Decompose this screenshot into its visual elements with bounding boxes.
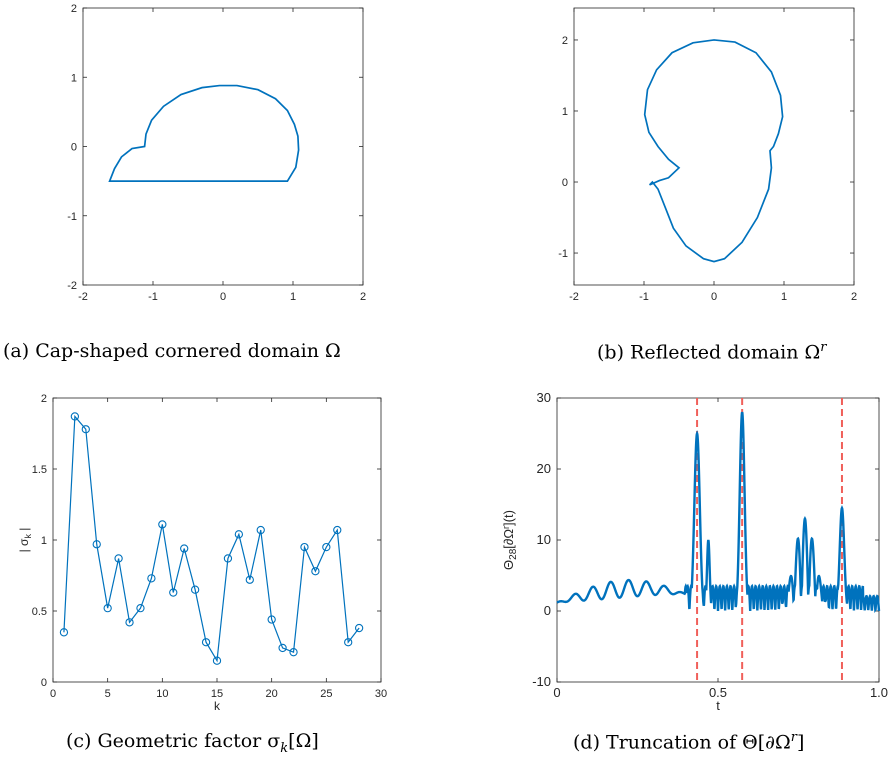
panel-b-xtick-label: 1 (781, 291, 787, 303)
panel-c-marker (354, 623, 364, 633)
panel-c-marker (136, 604, 145, 613)
panel-c-xtick-label: 10 (156, 688, 168, 700)
panel-d-ytick-label: 20 (537, 461, 551, 476)
panel-c-marker (333, 525, 342, 535)
panel-a-xtick-label: 0 (220, 291, 226, 303)
panel-c-ylabel: | σk | (17, 528, 33, 553)
panel-d-xtick-label: 0.5 (709, 685, 727, 700)
panel-c-marker (180, 544, 189, 553)
panel-c-marker (267, 615, 276, 624)
panel-c-marker (322, 542, 331, 552)
panel-c-xtick-label: 15 (211, 688, 223, 700)
panel-c-marker (278, 643, 287, 653)
panel-c-marker (103, 604, 112, 613)
panel-d-xtick-label: 1.0 (870, 685, 888, 700)
panel-c-xtick-label: 0 (50, 688, 56, 700)
panel-c-ytick-label: 1.5 (32, 464, 47, 476)
panel-a-xtick-label: -2 (78, 291, 88, 303)
panel-d-ytick-label: 10 (537, 532, 551, 547)
caption-c: (c) Geometric factor σk[Ω] (66, 730, 319, 756)
panel-c-marker (92, 540, 101, 549)
panel-a-ytick-label: 2 (71, 3, 77, 15)
panel-c-ytick-label: 0 (41, 677, 47, 689)
panel-a-xtick-label: -1 (148, 291, 158, 303)
panel-b-xtick-label: -1 (639, 291, 649, 303)
panel-c-marker (114, 554, 123, 563)
panel-d-xtick-label: 0 (553, 685, 560, 700)
panel-a-domain-curve (108, 84, 300, 182)
panel-c-marker (234, 530, 244, 539)
panel-c-marker (190, 585, 200, 594)
panel-d-xlabel: t (716, 698, 720, 713)
panel-b-xtick-label: 0 (711, 291, 717, 303)
panel-b-axes-box (573, 7, 855, 286)
panel-c-ytick-label: 0.5 (32, 606, 47, 618)
panel-b-ytick-label: -1 (558, 248, 568, 260)
panel-c-xtick-label: 20 (266, 688, 278, 700)
panel-c-ytick-label: 1 (41, 535, 47, 547)
panel-d-ytick-label: 30 (537, 390, 551, 405)
panel-c-marker (300, 542, 309, 552)
panel-c: 0 5 10 15 20 25 30 0 0.5 1 1.5 2 k | σk | (17, 393, 387, 713)
panel-d-axes-box (556, 397, 880, 683)
caption-b-text: (b) Reflected domain Ω (597, 341, 821, 364)
panel-c-marker (256, 525, 265, 535)
panel-d-ytick-label: 0 (544, 603, 551, 618)
caption-b-sup: r (820, 340, 827, 355)
caption-a: (a) Cap-shaped cornered domain Ω (3, 340, 341, 362)
panel-c-marker (201, 638, 211, 647)
panel-c-xtick-label: 25 (320, 688, 332, 700)
panel-a-ytick-label: -2 (67, 280, 77, 292)
caption-d: (d) Truncation of Θ[∂Ωr] (573, 730, 804, 753)
panel-d-ytick-label: -10 (532, 674, 551, 689)
panel-c-marker (59, 628, 69, 637)
caption-d-sup: r (790, 730, 797, 745)
caption-d-end: ] (796, 731, 805, 754)
panel-c-marker (81, 425, 90, 434)
panel-c-xtick-label: 30 (375, 688, 387, 700)
panel-a-ytick-label: -1 (67, 211, 77, 223)
caption-c-end: [Ω] (288, 730, 319, 752)
panel-c-marker (169, 588, 178, 597)
panel-d-theta-curve (556, 411, 881, 614)
caption-c-text: (c) Geometric factor σ (66, 730, 281, 752)
panel-c-marker (289, 648, 298, 657)
panel-c-marker (344, 638, 353, 647)
panel-a-xtick-label: 2 (360, 291, 366, 303)
panel-a-xtick-label: 1 (290, 291, 296, 303)
panel-c-xlabel: k (214, 699, 221, 713)
panel-b-ytick-label: 2 (562, 35, 568, 47)
panel-c-ytick-label: 2 (41, 393, 47, 405)
panel-b-ytick-label: 0 (562, 177, 568, 189)
panel-b-reflected-curve (643, 39, 784, 263)
panel-c-marker (245, 575, 254, 584)
panel-d-ylabel: Θ28[∂Ωr](t) (501, 510, 519, 570)
panel-c-axes-box (52, 397, 382, 683)
panel-c-marker (70, 412, 80, 421)
panel-a: -2 -1 0 1 2 -2 -1 0 1 2 (67, 3, 366, 303)
panel-c-series-line (63, 414, 360, 663)
panel-c-marker (223, 554, 233, 563)
panel-b-xtick-label: 2 (851, 291, 857, 303)
caption-d-text: (d) Truncation of Θ[∂Ω (573, 731, 791, 754)
panel-a-axes-box (82, 7, 364, 286)
panel-c-marker (147, 574, 156, 583)
panel-c-marker (311, 567, 320, 576)
panel-c-marker (158, 520, 167, 529)
panel-b-xtick-label: -2 (569, 291, 579, 303)
caption-c-sub: k (280, 740, 289, 756)
panel-b: -2 -1 0 1 2 -1 0 1 2 (558, 7, 857, 303)
panel-a-ytick-label: 0 (71, 142, 77, 154)
caption-b: (b) Reflected domain Ωr (597, 340, 827, 363)
panel-c-marker (212, 656, 222, 665)
panel-c-xtick-label: 5 (105, 688, 111, 700)
panel-a-ytick-label: 1 (71, 72, 77, 84)
panel-b-ytick-label: 1 (562, 106, 568, 118)
panel-c-marker (125, 618, 134, 627)
